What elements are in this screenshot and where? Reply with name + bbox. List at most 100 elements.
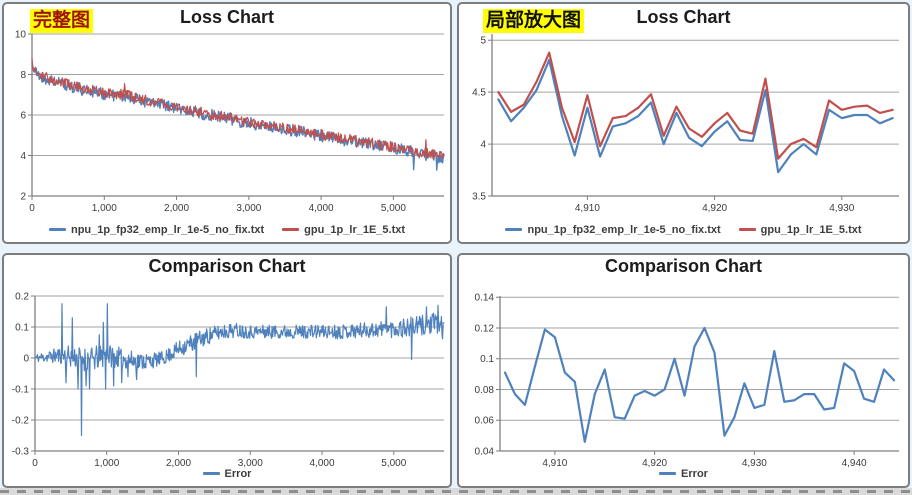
panel-comparison-full: Comparison Chart 0.2 0.1 0 -0.1 -0.2 -0.3 0 1,0…	[2, 253, 452, 488]
chart-title-loss-full: Loss Chart	[179, 7, 275, 27]
svg-text:0: 0	[23, 354, 29, 365]
legend-item[interactable]: gpu_1p_lr_1E_5.txt	[738, 223, 862, 236]
svg-text:-0.2: -0.2	[12, 416, 30, 427]
bottom-dashed-strip	[0, 488, 912, 495]
svg-text:2,000: 2,000	[164, 203, 189, 214]
gridlines	[32, 33, 444, 197]
annotation-full-view-label: 完整图	[30, 9, 94, 33]
svg-text:-0.3: -0.3	[12, 447, 30, 458]
annotation-zoom-view-label: 局部放大图	[483, 9, 585, 33]
svg-text:0.1: 0.1	[480, 354, 494, 365]
panel-loss-full: 完整图 Loss Chart 10 8 6 4 2 0 1,000 2,000 3,000 4,0…	[2, 2, 452, 244]
svg-text:3,000: 3,000	[238, 458, 263, 469]
svg-text:0: 0	[29, 203, 35, 214]
legend-line-swatch	[282, 228, 300, 231]
legend-item[interactable]: npu_1p_fp32_emp_lr_1e-5_no_fix.txt	[505, 223, 721, 236]
svg-text:3.5: 3.5	[472, 192, 486, 203]
dashed-line-decoration	[0, 490, 912, 493]
svg-text:4,940: 4,940	[842, 458, 867, 469]
loss-full-legend: npu_1p_fp32_emp_lr_1e-5_no_fix.txt gpu_1p…	[4, 222, 450, 237]
svg-text:4: 4	[480, 140, 486, 151]
svg-text:2,000: 2,000	[166, 458, 191, 469]
comparison-full-chart-plot[interactable]: 0.2 0.1 0 -0.1 -0.2 -0.3 0 1,000 2,000 3,000 4,000…	[4, 255, 450, 486]
series-line-0	[31, 62, 445, 171]
svg-text:0: 0	[32, 458, 38, 469]
svg-text:10: 10	[15, 30, 27, 41]
svg-text:4: 4	[20, 151, 26, 162]
loss-zoom-legend: npu_1p_fp32_emp_lr_1e-5_no_fix.txt gpu_1p…	[459, 222, 908, 237]
chart-title-loss-zoom: Loss Chart	[636, 7, 731, 27]
svg-text:5,000: 5,000	[381, 458, 406, 469]
svg-text:4,930: 4,930	[742, 458, 767, 469]
legend-line-swatch	[659, 472, 677, 475]
chart-canvas: 0.20.10-0.1-0.2-0.30 1,000 2,000 3,000 4,000…	[12, 292, 445, 470]
svg-text:6: 6	[20, 111, 26, 122]
svg-text:2: 2	[20, 192, 26, 203]
svg-text:4,000: 4,000	[309, 203, 334, 214]
chart-canvas: 0.14 0.12 0.1 0.08 0.06 0.04 4,910 4,920 4,930 4,…	[475, 293, 899, 469]
svg-text:3,000: 3,000	[236, 203, 261, 214]
svg-text:4,910: 4,910	[575, 203, 600, 214]
svg-text:0.1: 0.1	[15, 323, 29, 334]
chart-title-comparison-zoom: Comparison Chart	[604, 256, 763, 276]
gridlines	[500, 296, 899, 452]
svg-text:0.12: 0.12	[475, 323, 495, 334]
comparison-full-legend: Error	[4, 466, 450, 481]
chart-canvas: 10 8 6 4 20 1,000 2,000 3,000 4,000 5,000	[15, 30, 445, 215]
axis-labels: 0.20.10-0.1-0.2-0.30 1,000 2,000 3,000 4,000…	[12, 292, 407, 470]
series-line-0	[34, 303, 445, 437]
svg-text:0.08: 0.08	[475, 385, 495, 396]
series-line-0	[503, 326, 896, 443]
legend-item[interactable]: Error	[659, 468, 708, 480]
axis-labels: 5 4.5 4 3.5 4,910 4,920 4,930	[472, 36, 855, 214]
svg-text:5: 5	[480, 36, 486, 47]
series-line-1	[497, 51, 894, 160]
legend-line-swatch	[48, 228, 66, 231]
legend-label: npu_1p_fp32_emp_lr_1e-5_no_fix.txt	[527, 223, 721, 236]
gridlines	[492, 39, 899, 197]
series-line-1	[31, 58, 445, 160]
axis-labels: 10 8 6 4 20 1,000 2,000 3,000 4,000 5,000	[15, 30, 406, 215]
legend-label: gpu_1p_lr_1E_5.txt	[304, 223, 406, 236]
chart-canvas: 5 4.5 4 3.5 4,910 4,920 4,930	[472, 34, 899, 214]
svg-text:4,930: 4,930	[829, 203, 854, 214]
svg-text:4,000: 4,000	[310, 458, 335, 469]
comparison-zoom-chart-plot[interactable]: 0.14 0.12 0.1 0.08 0.06 0.04 4,910 4,920 4,930 4,…	[459, 255, 908, 486]
svg-text:0.14: 0.14	[475, 293, 495, 304]
axes	[488, 34, 899, 200]
gridlines	[35, 295, 444, 452]
legend-label: gpu_1p_lr_1E_5.txt	[760, 223, 862, 236]
svg-text:1,000: 1,000	[94, 458, 119, 469]
svg-text:8: 8	[20, 70, 26, 81]
axes	[496, 296, 899, 455]
svg-text:4,920: 4,920	[702, 203, 727, 214]
axes	[31, 295, 444, 455]
svg-text:1,000: 1,000	[92, 203, 117, 214]
panel-comparison-zoom: Comparison Chart 0.14 0.12 0.1 0.08 0.06 0.04…	[457, 253, 910, 488]
legend-line-swatch	[202, 472, 220, 475]
legend-item[interactable]: gpu_1p_lr_1E_5.txt	[282, 224, 405, 236]
legend-label: npu_1p_fp32_emp_lr_1e-5_no_fix.txt	[70, 223, 265, 236]
legend-line-swatch	[505, 228, 523, 231]
svg-text:5,000: 5,000	[381, 203, 406, 214]
legend-item[interactable]: npu_1p_fp32_emp_lr_1e-5_no_fix.txt	[48, 223, 265, 236]
legend-label: Error	[224, 467, 252, 480]
legend-line-swatch	[738, 228, 756, 231]
loss-zoom-chart-plot[interactable]: 5 4.5 4 3.5 4,910 4,920 4,930	[459, 4, 908, 242]
svg-text:0.2: 0.2	[15, 292, 29, 303]
svg-text:-0.1: -0.1	[12, 385, 30, 396]
svg-text:0.06: 0.06	[475, 416, 495, 427]
chart-title-comparison-full: Comparison Chart	[148, 256, 306, 276]
comparison-zoom-legend: Error	[459, 466, 908, 481]
legend-label: Error	[681, 467, 708, 480]
series-line-0	[497, 58, 894, 174]
panel-loss-zoom: 局部放大图 Loss Chart 5 4.5 4 3.5 4,910 4,920 4,930…	[457, 2, 910, 244]
svg-text:0.04: 0.04	[475, 447, 495, 458]
svg-text:4.5: 4.5	[472, 88, 486, 99]
legend-item[interactable]: Error	[202, 467, 252, 480]
svg-text:4,920: 4,920	[642, 458, 667, 469]
svg-text:4,910: 4,910	[542, 458, 567, 469]
loss-full-chart-plot[interactable]: 10 8 6 4 2 0 1,000 2,000 3,000 4,000 5,000	[4, 4, 450, 242]
axis-labels: 0.14 0.12 0.1 0.08 0.06 0.04 4,910 4,920 4,930 4,…	[475, 293, 868, 469]
